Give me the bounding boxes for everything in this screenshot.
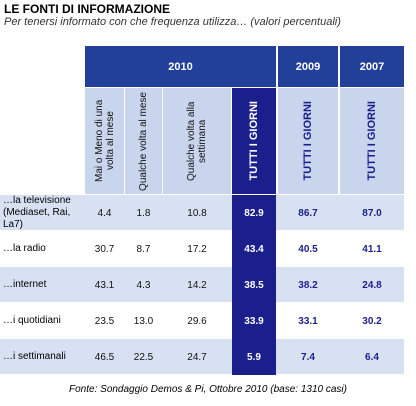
row-background <box>0 267 404 302</box>
source: Fonte: Sondaggio Demos & Pi, Ottobre 201… <box>69 384 347 395</box>
cell: 33.9 <box>232 303 276 339</box>
column-header-text: Mai o Meno di una volta al mese <box>93 99 116 183</box>
row-background <box>0 339 404 374</box>
column-header-text: Qualche volta al mese <box>138 91 149 191</box>
year-header: 2010 <box>85 46 276 87</box>
cell: 30.2 <box>362 315 382 327</box>
year-header: 2007 <box>340 46 404 87</box>
row-label: …i quotidiani <box>3 314 61 326</box>
cell: 8.7 <box>136 243 151 255</box>
row-background <box>0 195 404 230</box>
cell: 5.9 <box>232 339 276 375</box>
column-header-text: Qualche volta alla settimana <box>186 101 208 181</box>
cell: 14.2 <box>187 279 207 291</box>
column-header-text: TUTTI I GIORNI <box>366 101 378 181</box>
cell: 22.5 <box>133 351 154 363</box>
title: LE FONTI DI INFORMAZIONE <box>4 2 170 16</box>
row-label: …la televisione (Mediaset, Rai, La7) <box>3 194 71 230</box>
cell: 29.6 <box>187 315 207 327</box>
cell: 4.3 <box>136 279 151 291</box>
cell: 6.4 <box>365 351 379 363</box>
column-header: TUTTI I GIORNI <box>232 88 276 194</box>
row-label: …i settimanali <box>3 350 66 362</box>
cell: 46.5 <box>94 351 115 363</box>
cell: 43.4 <box>232 231 276 267</box>
column-header-text: TUTTI I GIORNI <box>302 101 314 181</box>
cell: 41.1 <box>362 243 382 255</box>
cell: 87.0 <box>362 207 382 219</box>
cell: 24.7 <box>187 351 207 363</box>
cell: 7.4 <box>301 351 315 363</box>
cell: 24.8 <box>362 279 382 291</box>
cell: 17.2 <box>187 243 207 255</box>
column-header: TUTTI I GIORNI <box>278 88 338 194</box>
cell: 38.5 <box>232 267 276 303</box>
subtitle: Per tenersi informato con che frequenza … <box>4 16 341 28</box>
cell: 40.5 <box>298 243 318 255</box>
year-header: 2009 <box>278 46 338 87</box>
row-label: …la radio <box>3 242 46 254</box>
column-header-text: TUTTI I GIORNI <box>248 101 260 181</box>
column-header: Mai o Meno di una volta al mese <box>85 88 124 194</box>
cell: 82.9 <box>232 195 276 231</box>
column-header: Qualche volta al mese <box>125 88 162 194</box>
cell: 30.7 <box>94 243 115 255</box>
row-label: …internet <box>3 278 47 290</box>
column-header: Qualche volta alla settimana <box>163 88 231 194</box>
cell: 43.1 <box>94 279 115 291</box>
column-header: TUTTI I GIORNI <box>340 88 404 194</box>
cell: 33.1 <box>298 315 318 327</box>
cell: 13.0 <box>133 315 154 327</box>
cell: 1.8 <box>136 207 151 219</box>
cell: 23.5 <box>94 315 115 327</box>
cell: 38.2 <box>298 279 318 291</box>
cell: 4.4 <box>97 207 112 219</box>
cell: 86.7 <box>298 207 318 219</box>
cell: 10.8 <box>187 207 207 219</box>
